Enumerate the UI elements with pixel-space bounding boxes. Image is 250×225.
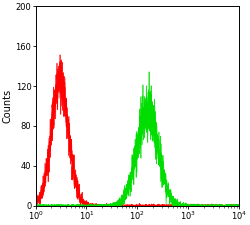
Y-axis label: Counts: Counts [3,89,13,123]
